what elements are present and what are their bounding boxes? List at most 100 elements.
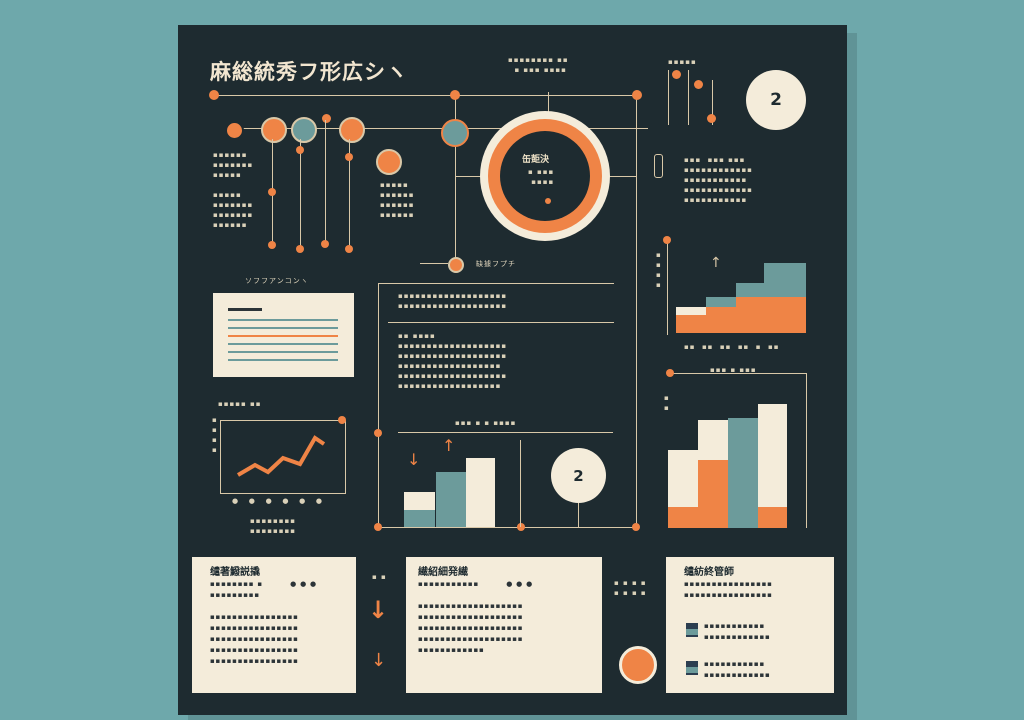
card-line (228, 359, 338, 361)
right-chart-frame (806, 373, 807, 528)
baseline-node (632, 523, 640, 531)
donut-label: 缶壾決 (522, 155, 550, 165)
ladder-line (688, 70, 689, 125)
left-notes: ▪▪▪▪▪▪ ▪▪▪▪▪▪▪ ▪▪▪▪▪ ▪▪▪▪▪ ▪▪▪▪▪▪▪ ▪▪▪▪▪… (213, 151, 254, 229)
drop-node (268, 241, 276, 249)
ladder-node (672, 70, 681, 79)
line-chart-caption: ▪▪▪▪▪ ▪▪ (218, 400, 262, 408)
line-chart-frame (220, 420, 346, 494)
donut-center (500, 131, 590, 221)
donut-notes: ▪ ▪▪▪ ▪▪▪▪ (528, 168, 555, 186)
badge-line (578, 503, 579, 527)
timeline-caption: ソフフアンコンヽ (245, 277, 309, 285)
node-caption: 缺據フプチ (476, 260, 516, 268)
orange-circle-icon (261, 117, 287, 143)
bottom-panel-middle: 繊紹細発繊 ▪▪▪▪▪▪▪▪▪▪▪ ● ● ● ▪▪▪▪▪▪▪▪▪▪▪▪▪▪▪▪… (406, 557, 602, 693)
step-chart-ticks: ▪▪ ▪▪ ▪▪ ▪▪ ▪ ▪▪ (684, 343, 780, 351)
dots-column-marks: ▪ ▪ ▪ ▪ ▪ ▪ ▪ ▪ (614, 579, 647, 597)
legend-text: ▪▪▪▪▪▪▪▪▪▪▪ ▪▪▪▪▪▪▪▪▪▪▪▪ (704, 622, 771, 641)
frame-node (338, 416, 346, 424)
drop-line (300, 139, 301, 249)
timeline-node (450, 90, 460, 100)
up-arrow-icon: ↑ (710, 255, 722, 271)
timeline-node (632, 90, 642, 100)
line-chart-axis-labels: ▪ ▪ ▪ ▪ (212, 416, 218, 454)
line-chart-ticks: ● ● ● ● ● ● (232, 497, 324, 505)
down-arrow-icon: ↓ (371, 650, 387, 671)
drop-node (345, 245, 353, 253)
drop-line (349, 139, 350, 249)
drop-node (345, 153, 353, 161)
teal-circle-icon (291, 117, 317, 143)
card-line (228, 319, 338, 321)
panel-heading: 缱紡終管師 (684, 567, 734, 578)
chart-baseline (378, 527, 638, 528)
arrow-column (356, 557, 406, 693)
legend-text: ▪▪▪▪▪▪▪▪▪▪▪ ▪▪▪▪▪▪▪▪▪▪▪▪ (704, 660, 771, 679)
card-line (228, 351, 338, 353)
up-arrow-icon: ↑ (442, 436, 456, 455)
connector-line (455, 95, 456, 265)
right-bar (728, 418, 758, 528)
card-line (228, 335, 338, 337)
right-bar (668, 507, 698, 528)
right-chart-axis-labels: ▪ ▪ (664, 394, 670, 412)
step-bar (736, 297, 806, 307)
poster-title: 麻総統秀フ形広シヽ (210, 60, 408, 84)
ladder-node (707, 114, 716, 123)
caption-line (420, 263, 448, 264)
chart-gridline (520, 440, 521, 527)
small-orange-node (322, 114, 331, 123)
bottom-panel-left: 缱著鱍説撬 ▪▪▪▪▪▪▪▪ ▪ ● ● ● ▪▪▪▪▪▪▪▪▪ ▪▪▪▪▪▪▪… (192, 557, 356, 693)
step-chart-axis-labels: ▪ ▪ ▪ ▪ (656, 251, 662, 289)
step-bar (736, 283, 806, 297)
step-badge: 2 (746, 70, 806, 130)
step-badge: 2 (551, 448, 606, 503)
orange-disc-icon (619, 646, 657, 684)
legend-swatch (686, 667, 698, 673)
card-line (228, 327, 338, 329)
right-chart-caption: ▪▪▪ ▪ ▪▪▪ (710, 366, 757, 374)
bar (404, 510, 435, 527)
right-bar (698, 460, 728, 528)
bar (436, 472, 466, 527)
panel-heading: 繊紹細発繊 (418, 567, 468, 578)
toggle-icon (654, 154, 663, 178)
timeline-node (209, 90, 219, 100)
step-bar (676, 307, 706, 315)
divider-line (388, 322, 614, 323)
baseline-node (374, 523, 382, 531)
ladder-line (712, 80, 713, 125)
right-chart-frame (670, 373, 806, 374)
down-arrow-icon: ↓ (407, 450, 421, 469)
legend-swatch (686, 629, 698, 635)
drop-node (296, 245, 304, 253)
connector-line (636, 95, 637, 525)
orange-circle-icon (339, 117, 365, 143)
middle-body-notes: ▪▪ ▪▪▪▪ ▪▪▪▪▪▪▪▪▪▪▪▪▪▪▪▪▪▪▪ ▪▪▪▪▪▪▪▪▪▪▪▪… (398, 332, 508, 390)
drop-line (325, 120, 326, 245)
timeline-line (214, 95, 637, 96)
ladder-node (694, 80, 703, 89)
arrow-column-dots: ▪ ▪ (372, 573, 387, 581)
step-bar (764, 263, 806, 283)
orange-dot-icon (225, 121, 244, 140)
card-line (228, 308, 262, 311)
drop-node (268, 188, 276, 196)
bar (466, 458, 495, 527)
donut-dot (545, 198, 551, 204)
ladder-line (668, 70, 669, 125)
drop-node (321, 240, 329, 248)
teal-square-circle-icon (441, 119, 469, 147)
header-caption-right: ▪▪▪▪▪ (668, 58, 697, 66)
frame-node (666, 369, 674, 377)
caption-node (448, 257, 464, 273)
baseline-node (517, 523, 525, 531)
right-bar (758, 507, 787, 528)
middle-header-notes: ▪▪▪▪▪▪▪▪▪▪▪▪▪▪▪▪▪▪▪ ▪▪▪▪▪▪▪▪▪▪▪▪▪▪▪▪▪▪▪ (398, 292, 508, 310)
line-chart-notes: ▪▪▪▪▪▪▪▪ ▪▪▪▪▪▪▪▪ (250, 517, 296, 535)
panel-text: ▪▪▪▪▪▪▪▪ ▪ ● ● ● ▪▪▪▪▪▪▪▪▪ ▪▪▪▪▪▪▪▪▪▪▪▪▪… (210, 580, 317, 665)
orange-circle-icon (376, 149, 402, 175)
right-notes: ▪▪▪ ▪▪▪ ▪▪▪ ▪▪▪▪▪▪▪▪▪▪▪▪ ▪▪▪▪▪▪▪▪▪▪▪ ▪▪▪… (684, 156, 753, 204)
frame-line (378, 283, 379, 528)
